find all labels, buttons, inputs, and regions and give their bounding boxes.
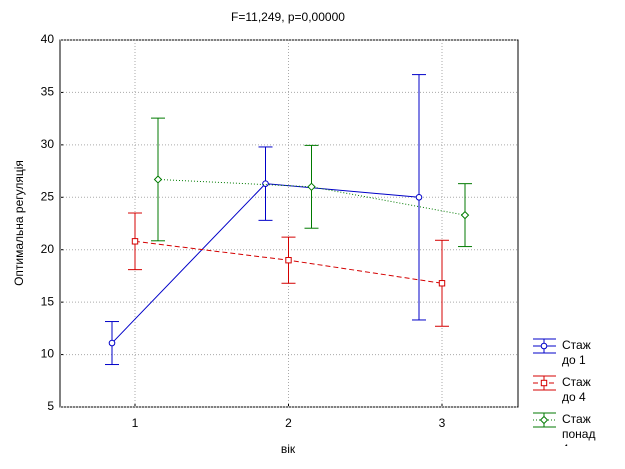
x-tick-label: 2	[285, 416, 292, 430]
marker	[460, 210, 470, 220]
marker	[285, 257, 292, 264]
legend-item: Стаж до 4	[562, 375, 591, 404]
x-tick-label: 3	[439, 416, 446, 430]
legend-label: Стаж до 4	[562, 375, 591, 404]
marker	[153, 175, 163, 184]
legend-label: Стаж до 1	[562, 338, 591, 367]
marker	[131, 238, 139, 245]
y-tick-label: 10	[41, 347, 55, 361]
marker	[108, 339, 116, 347]
legend-item: Стаж понад 4	[562, 412, 596, 446]
marker	[438, 280, 446, 287]
y-tick-label: 30	[41, 137, 55, 151]
x-tick-label: 1	[132, 416, 139, 430]
y-tick-label: 15	[41, 294, 55, 308]
marker	[540, 342, 548, 350]
marker	[540, 379, 548, 387]
marker	[415, 193, 423, 201]
marker	[262, 180, 269, 187]
y-tick-label: 20	[41, 242, 55, 256]
y-tick-label: 40	[41, 32, 55, 46]
y-tick-label: 35	[41, 85, 55, 99]
x-axis-label: вік	[281, 442, 296, 456]
legend-label: Стаж понад 4	[562, 412, 596, 446]
y-tick-label: 5	[47, 399, 54, 413]
marker	[307, 182, 316, 192]
legend-item: Стаж до 1	[562, 338, 591, 367]
y-tick-label: 25	[41, 189, 55, 203]
y-axis-label: Оптимальна регуляція	[12, 160, 26, 286]
marker	[539, 415, 549, 425]
chart-title: F=11,249, p=0,00000	[231, 10, 345, 24]
